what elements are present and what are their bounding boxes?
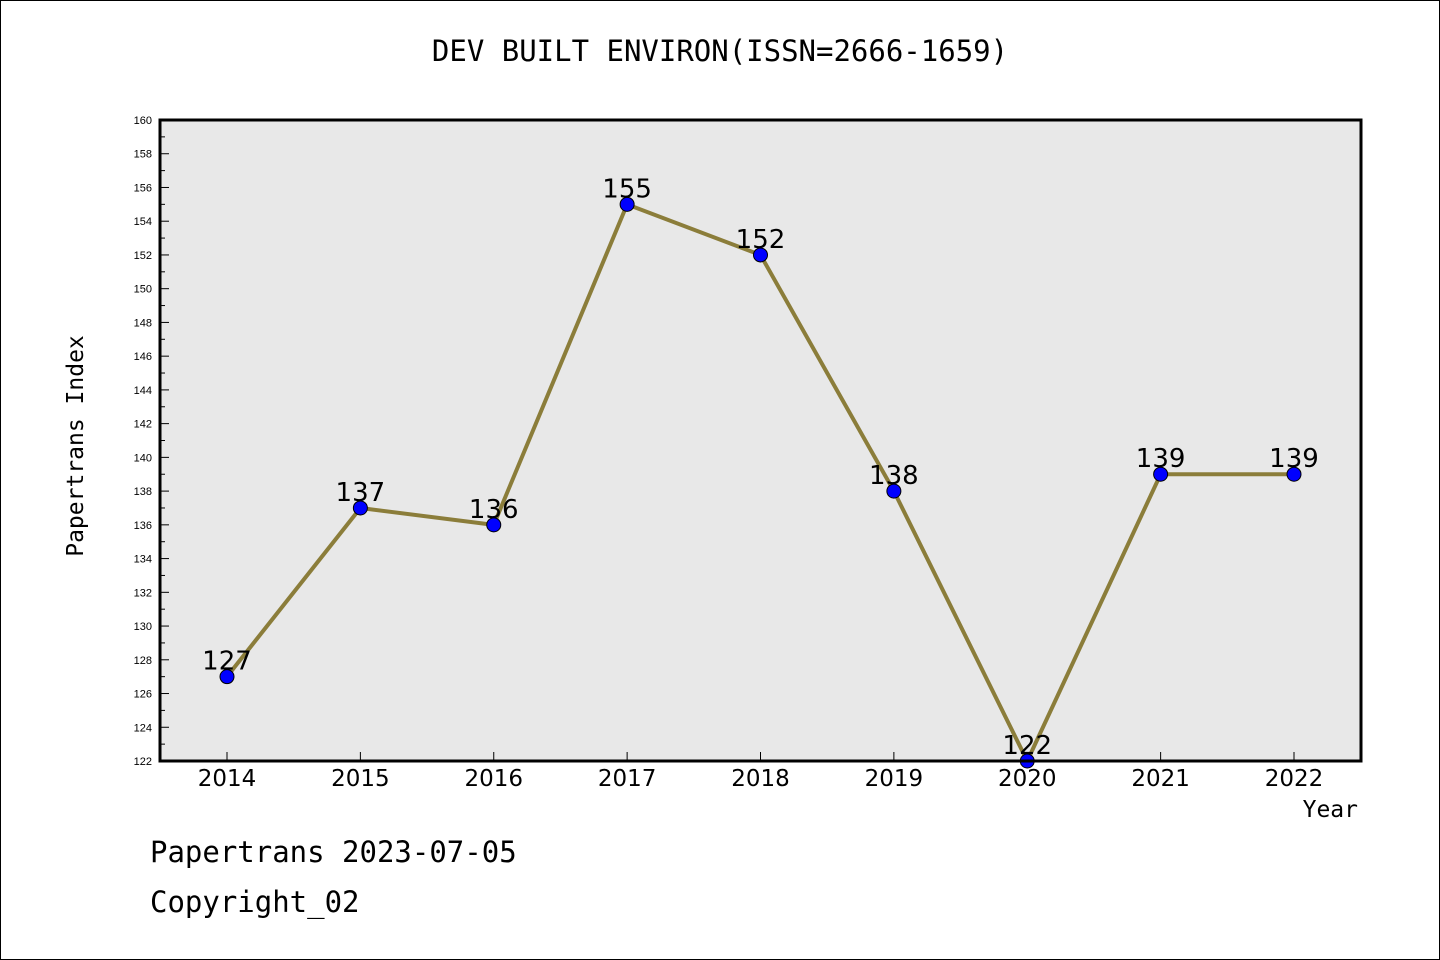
y-tick-label: 144 <box>134 385 152 397</box>
y-tick-label: 130 <box>134 621 152 633</box>
x-tick-label: 2017 <box>598 766 657 792</box>
data-point <box>886 483 902 499</box>
data-point <box>1153 466 1169 482</box>
y-tick-label: 146 <box>134 351 152 363</box>
data-label: 152 <box>736 225 786 255</box>
data-label: 122 <box>1002 731 1052 761</box>
y-tick-label: 136 <box>134 520 152 532</box>
y-tick-label: 142 <box>134 419 152 431</box>
data-point <box>753 247 768 263</box>
y-tick-label: 148 <box>134 317 152 329</box>
x-axis-label: Year <box>1302 797 1358 823</box>
footer-copyright: Copyright_02 <box>150 885 360 919</box>
y-tick-label: 160 <box>134 115 152 127</box>
data-label: 138 <box>869 461 919 491</box>
data-point <box>1286 466 1302 482</box>
y-tick-label: 134 <box>134 554 152 566</box>
plot-border <box>158 118 1363 763</box>
y-tick-label: 140 <box>134 452 152 464</box>
x-tick-label: 2018 <box>731 766 790 792</box>
x-tick-label: 2015 <box>331 766 390 792</box>
data-point <box>619 196 635 212</box>
plot-area <box>160 120 1361 761</box>
x-tick-label: 2020 <box>998 766 1057 792</box>
y-tick-label: 138 <box>134 486 152 498</box>
y-tick-label: 156 <box>134 182 152 194</box>
data-point <box>352 500 368 516</box>
chart-title: DEV BUILT ENVIRON(ISSN=2666-1659) <box>431 34 1009 68</box>
y-tick-label: 128 <box>134 655 152 667</box>
x-tick-label: 2021 <box>1131 766 1190 792</box>
y-tick-label: 150 <box>134 284 152 296</box>
y-axis-ticks: 122 124 126 128 130 132 134 136 138 140 142 144 146 1… <box>134 115 169 768</box>
data-point <box>219 669 235 685</box>
y-tick-label: 124 <box>134 722 152 734</box>
x-tick-label: 2014 <box>198 766 257 792</box>
x-tick-label: 2022 <box>1265 766 1324 792</box>
data-point <box>486 517 502 533</box>
x-tick-label: 2016 <box>464 766 523 792</box>
y-tick-label: 122 <box>134 756 152 768</box>
footer-source: Papertrans 2023-07-05 <box>150 835 517 869</box>
data-label: 136 <box>469 495 519 525</box>
y-tick-label: 126 <box>134 689 152 701</box>
y-tick-label: 132 <box>134 587 152 599</box>
data-label: 127 <box>202 647 252 677</box>
data-label: 155 <box>602 174 652 204</box>
data-label: 139 <box>1136 444 1186 474</box>
data-label: 137 <box>336 478 386 508</box>
y-tick-label: 152 <box>134 250 152 262</box>
x-axis-ticks: 2014 2015 2016 2017 2018 2019 2020 2021 2022 <box>198 752 1324 792</box>
data-label: 139 <box>1269 444 1319 474</box>
y-tick-label: 154 <box>134 216 152 228</box>
x-tick-label: 2019 <box>865 766 924 792</box>
y-tick-label: 158 <box>134 149 152 161</box>
